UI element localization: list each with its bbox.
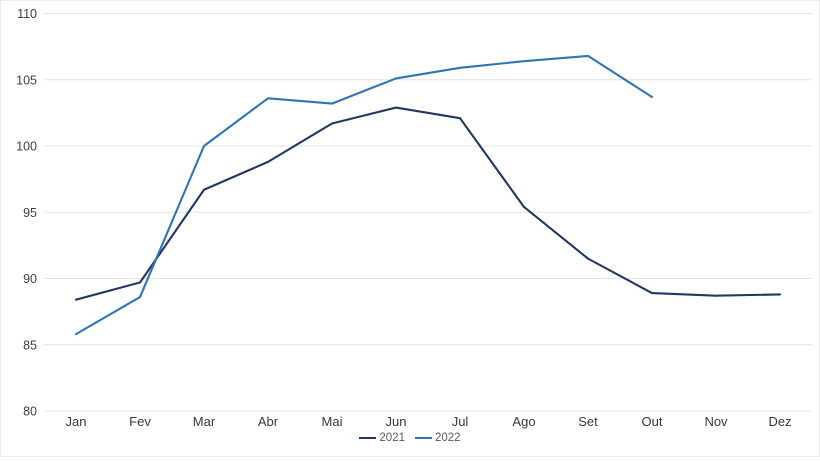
x-axis-label: Mai xyxy=(322,414,343,429)
legend-swatch-icon xyxy=(359,437,377,439)
x-axis-label: Abr xyxy=(258,414,279,429)
y-axis-tick-label: 90 xyxy=(23,272,37,286)
y-axis-tick-label: 95 xyxy=(23,206,37,220)
legend-item-2021[interactable]: 2021 xyxy=(359,432,405,444)
x-axis-label: Set xyxy=(578,414,598,429)
legend-label: 2021 xyxy=(379,432,405,444)
legend-item-2022[interactable]: 2022 xyxy=(415,432,461,444)
x-axis-label: Mar xyxy=(193,414,216,429)
y-axis-tick-label: 110 xyxy=(17,7,37,21)
series-line-2022 xyxy=(74,54,654,336)
y-axis-tick-label: 100 xyxy=(16,140,37,154)
x-axis-label: Jul xyxy=(452,414,469,429)
x-axis-label: Out xyxy=(642,414,663,429)
legend-label: 2022 xyxy=(435,432,461,444)
y-axis-tick-label: 85 xyxy=(23,338,37,352)
x-axis-label: Jun xyxy=(386,414,407,429)
x-axis-label: Jan xyxy=(66,414,87,429)
y-axis-tick-label: 80 xyxy=(23,405,37,419)
y-axis-tick-label: 105 xyxy=(16,73,37,87)
x-axis-label: Ago xyxy=(512,414,535,429)
x-axis-label: Nov xyxy=(704,414,728,429)
x-axis-label: Dez xyxy=(768,414,791,429)
x-axis-label: Fev xyxy=(129,414,151,429)
series-line-2021 xyxy=(74,106,782,301)
legend-swatch-icon xyxy=(415,437,432,439)
chart-legend: 2021 2022 xyxy=(1,432,819,444)
